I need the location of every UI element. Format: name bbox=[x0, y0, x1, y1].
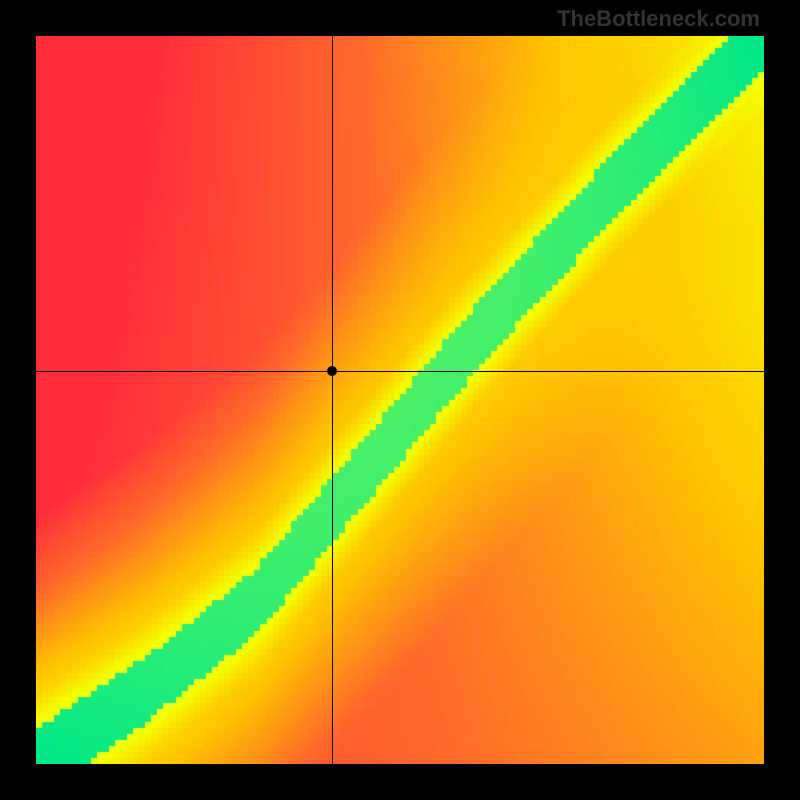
marker-point bbox=[327, 366, 337, 376]
crosshair-vertical bbox=[332, 36, 333, 764]
heatmap-canvas bbox=[36, 36, 764, 764]
watermark-text: TheBottleneck.com bbox=[557, 6, 760, 32]
heatmap-chart bbox=[36, 36, 764, 764]
crosshair-horizontal bbox=[36, 371, 764, 372]
